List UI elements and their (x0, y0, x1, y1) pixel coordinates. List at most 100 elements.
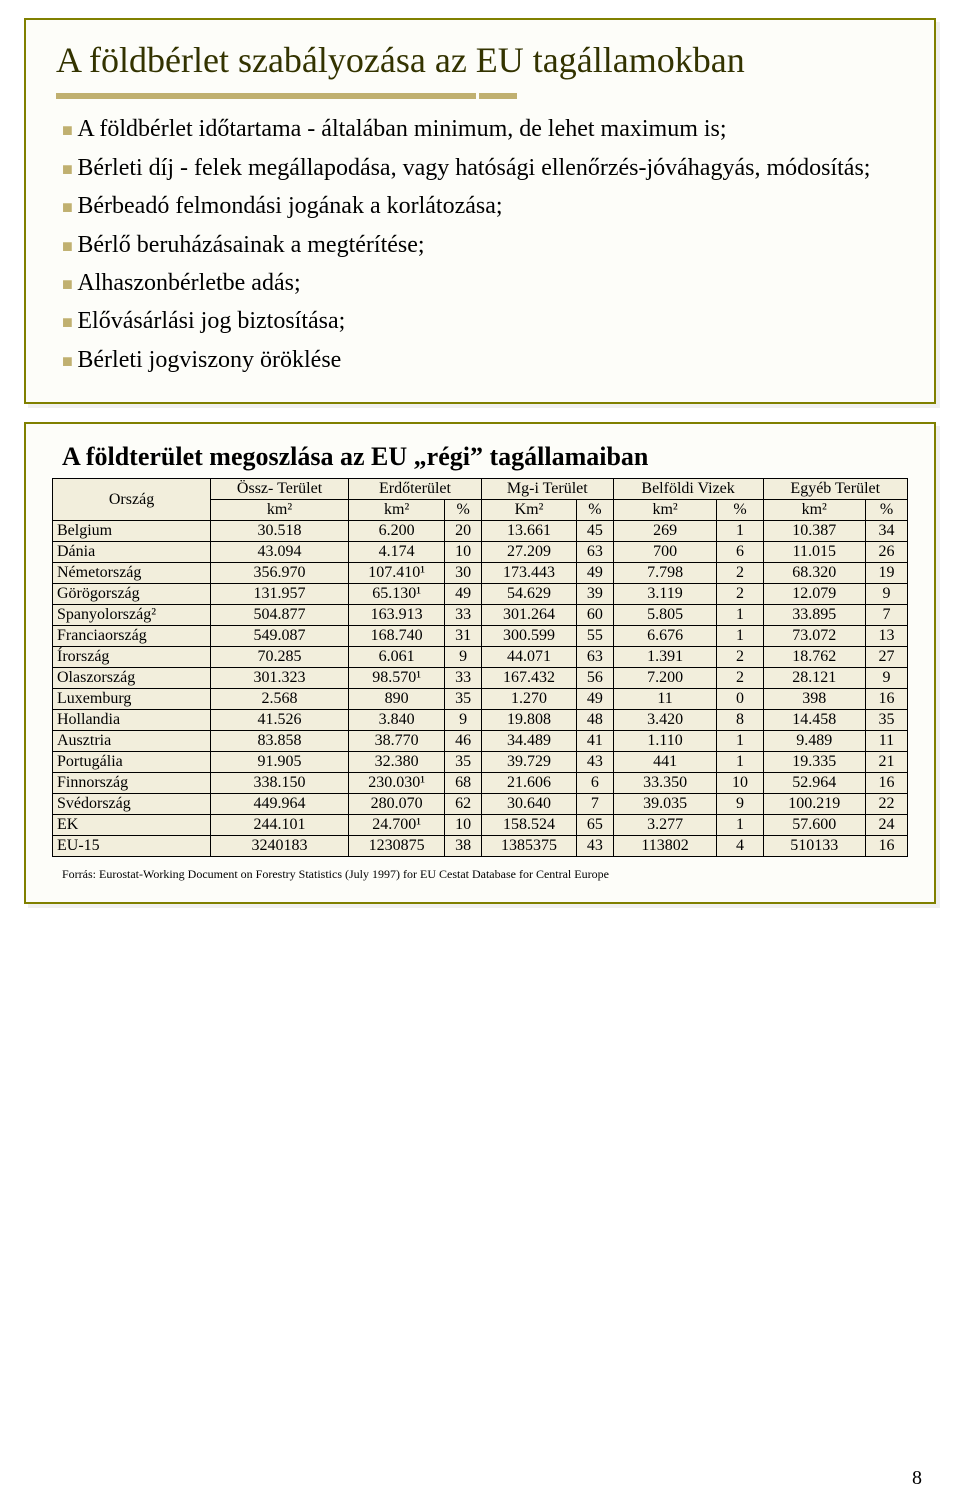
table-cell: Németország (53, 563, 211, 584)
table-cell: 30.518 (211, 521, 349, 542)
slide1-title: A földbérlet szabályozása az EU tagállam… (56, 40, 908, 81)
table-cell: 1 (717, 752, 763, 773)
table-cell: 26 (865, 542, 907, 563)
table-cell: 3.840 (349, 710, 445, 731)
table-cell: 510133 (763, 836, 865, 857)
table-cell: 19 (865, 563, 907, 584)
col-country: Ország (53, 479, 211, 521)
unit: % (577, 500, 614, 521)
table-cell: 16 (865, 773, 907, 794)
table-cell: 60 (577, 605, 614, 626)
table-cell: 68.320 (763, 563, 865, 584)
table-cell: Portugália (53, 752, 211, 773)
table-cell: 2.568 (211, 689, 349, 710)
table-cell: 39.035 (613, 794, 717, 815)
table-body: Belgium30.5186.2002013.66145269110.38734… (53, 521, 908, 857)
table-cell: 16 (865, 836, 907, 857)
table-row: Írország70.2856.061944.071631.391218.762… (53, 647, 908, 668)
col-forest: Erdőterület (349, 479, 482, 500)
table-cell: 3.420 (613, 710, 717, 731)
table-cell: 12.079 (763, 584, 865, 605)
table-cell: Dánia (53, 542, 211, 563)
table-cell: 35 (865, 710, 907, 731)
table-cell: 43.094 (211, 542, 349, 563)
table-cell: 35 (445, 689, 482, 710)
unit: % (717, 500, 763, 521)
table-row: Belgium30.5186.2002013.66145269110.38734 (53, 521, 908, 542)
table-cell: 41.526 (211, 710, 349, 731)
table-cell: 48 (577, 710, 614, 731)
table-cell: 300.599 (481, 626, 576, 647)
table-row: Németország356.970107.410¹30173.443497.7… (53, 563, 908, 584)
table-cell: 39 (577, 584, 614, 605)
table-cell: 70.285 (211, 647, 349, 668)
col-other: Egyéb Terület (763, 479, 907, 500)
table-cell: 13 (865, 626, 907, 647)
table-cell: 6 (577, 773, 614, 794)
table-cell: 9 (865, 668, 907, 689)
table-cell: 504.877 (211, 605, 349, 626)
table-head: Ország Össz- Terület Erdőterület Mg-i Te… (53, 479, 908, 521)
page-number: 8 (912, 1467, 922, 1490)
table-cell: 38.770 (349, 731, 445, 752)
table-row: Dánia43.0944.1741027.20963700611.01526 (53, 542, 908, 563)
table-row: EU-1532401831230875381385375431138024510… (53, 836, 908, 857)
table-cell: 269 (613, 521, 717, 542)
table-row: Finnország338.150230.030¹6821.606633.350… (53, 773, 908, 794)
unit: km² (211, 500, 349, 521)
table-cell: 91.905 (211, 752, 349, 773)
table-cell: 10 (445, 542, 482, 563)
table-row: Görögország131.95765.130¹4954.629393.119… (53, 584, 908, 605)
table-cell: 7 (577, 794, 614, 815)
table-cell: 57.600 (763, 815, 865, 836)
table-cell: 6.061 (349, 647, 445, 668)
table-cell: 7.200 (613, 668, 717, 689)
table-cell: 34.489 (481, 731, 576, 752)
table-cell: 7 (865, 605, 907, 626)
table-cell: 21 (865, 752, 907, 773)
source-text: Eurostat-Working Document on Forestry St… (99, 867, 609, 881)
table-row: Svédország449.964280.0706230.640739.0359… (53, 794, 908, 815)
table-cell: 33 (445, 605, 482, 626)
table-cell: 14.458 (763, 710, 865, 731)
table-cell: 68 (445, 773, 482, 794)
table-cell: 31 (445, 626, 482, 647)
unit: km² (613, 500, 717, 521)
table-cell: Spanyolország² (53, 605, 211, 626)
table-cell: Finnország (53, 773, 211, 794)
table-cell: 45 (577, 521, 614, 542)
table-cell: 49 (445, 584, 482, 605)
table-cell: 107.410¹ (349, 563, 445, 584)
table-cell: 11 (865, 731, 907, 752)
table-cell: 1385375 (481, 836, 576, 857)
table-cell: 3.277 (613, 815, 717, 836)
table-cell: 6 (717, 542, 763, 563)
table-cell: 21.606 (481, 773, 576, 794)
table-cell: 3.119 (613, 584, 717, 605)
table-cell: 2 (717, 584, 763, 605)
table-cell: Ausztria (53, 731, 211, 752)
table-cell: 49 (577, 689, 614, 710)
table-cell: 16 (865, 689, 907, 710)
table-cell: 301.264 (481, 605, 576, 626)
table-cell: 9 (445, 647, 482, 668)
table-cell: 73.072 (763, 626, 865, 647)
slide2-title: A földterület megoszlása az EU „régi” ta… (62, 442, 908, 472)
table-cell: 35 (445, 752, 482, 773)
table-cell: 1 (717, 731, 763, 752)
table-row: Olaszország301.32398.570¹33167.432567.20… (53, 668, 908, 689)
table-cell: 27 (865, 647, 907, 668)
table-cell: 33 (445, 668, 482, 689)
table-cell: 46 (445, 731, 482, 752)
table-cell: 1 (717, 626, 763, 647)
table-cell: Luxemburg (53, 689, 211, 710)
table-cell: 230.030¹ (349, 773, 445, 794)
table-cell: 131.957 (211, 584, 349, 605)
table-cell: 6.676 (613, 626, 717, 647)
table-cell: 27.209 (481, 542, 576, 563)
table-cell: 280.070 (349, 794, 445, 815)
table-cell: 113802 (613, 836, 717, 857)
table-cell: Hollandia (53, 710, 211, 731)
table-row: Hollandia41.5263.840919.808483.420814.45… (53, 710, 908, 731)
table-cell: 7.798 (613, 563, 717, 584)
